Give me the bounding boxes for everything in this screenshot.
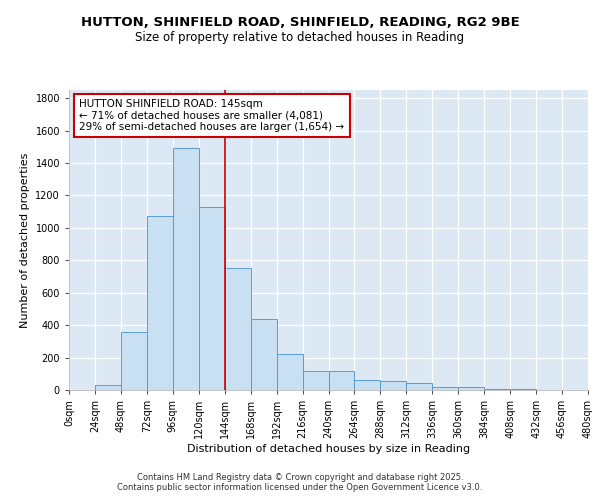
Text: HUTTON, SHINFIELD ROAD, SHINFIELD, READING, RG2 9BE: HUTTON, SHINFIELD ROAD, SHINFIELD, READI…	[80, 16, 520, 29]
X-axis label: Distribution of detached houses by size in Reading: Distribution of detached houses by size …	[187, 444, 470, 454]
Bar	[380, 381, 406, 390]
Bar	[95, 385, 121, 390]
Bar	[406, 382, 432, 390]
Bar	[355, 380, 380, 390]
Text: Size of property relative to detached houses in Reading: Size of property relative to detached ho…	[136, 31, 464, 44]
Bar	[173, 148, 199, 390]
Bar	[147, 216, 173, 390]
Bar	[484, 389, 510, 390]
Text: Contains HM Land Registry data © Crown copyright and database right 2025.
Contai: Contains HM Land Registry data © Crown c…	[118, 473, 482, 492]
Bar	[302, 372, 329, 390]
Text: HUTTON SHINFIELD ROAD: 145sqm
← 71% of detached houses are smaller (4,081)
29% o: HUTTON SHINFIELD ROAD: 145sqm ← 71% of d…	[79, 99, 344, 132]
Y-axis label: Number of detached properties: Number of detached properties	[20, 152, 30, 328]
Bar	[251, 318, 277, 390]
Bar	[277, 354, 302, 390]
Bar	[121, 332, 147, 390]
Bar	[432, 387, 458, 390]
Bar	[458, 387, 484, 390]
Bar	[329, 372, 355, 390]
Bar	[199, 207, 224, 390]
Bar	[225, 268, 251, 390]
Bar	[510, 389, 536, 390]
